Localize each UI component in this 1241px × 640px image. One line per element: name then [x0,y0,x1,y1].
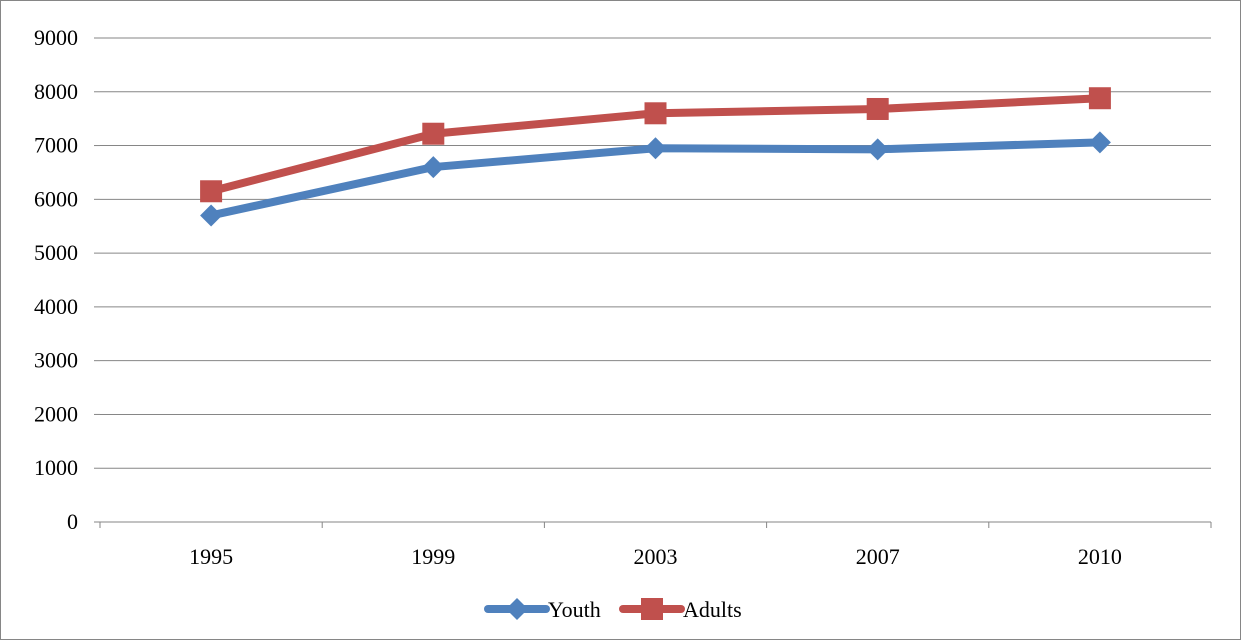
series-lines [200,87,1111,227]
x-axis-ticks: 1995 1999 2003 2007 2010 [99,521,1212,569]
adults-data-point [422,122,445,145]
adults-data-point [200,180,223,203]
y-tick-label: 6000 [34,186,78,211]
x-tick-label: 2007 [856,544,900,569]
legend-item-adults: Adults [619,597,742,622]
y-tick-label: 2000 [34,401,78,426]
youth-data-point [644,137,667,160]
x-tick-label: 2003 [634,544,678,569]
y-tick-label: 8000 [34,79,78,104]
y-tick-label: 7000 [34,133,78,158]
youth-data-point [422,156,445,179]
y-tick-label: 9000 [34,25,78,50]
legend: Youth Adults [484,597,742,622]
youth-data-point [200,204,223,227]
adults-data-point [644,102,667,125]
legend-item-youth: Youth [484,597,601,622]
legend-label: Youth [548,597,601,622]
x-tick-label: 1999 [411,544,455,569]
legend-label: Adults [683,597,742,622]
y-tick-label: 0 [67,509,78,534]
x-tick-label: 2010 [1078,544,1122,569]
adults-data-point [1088,87,1111,110]
y-tick-label: 4000 [34,294,78,319]
y-axis-ticks: 0 1000 2000 3000 4000 5000 6000 7000 8000 9000 [34,25,100,534]
youth-data-point [866,138,889,161]
legend-marker [506,598,528,620]
youth-data-point [1088,131,1111,154]
y-tick-label: 5000 [34,240,78,265]
x-tick-label: 1995 [189,544,233,569]
y-tick-label: 1000 [34,455,78,480]
y-tick-label: 3000 [34,348,78,373]
legend-marker [641,598,663,620]
adults-data-point [866,97,889,120]
